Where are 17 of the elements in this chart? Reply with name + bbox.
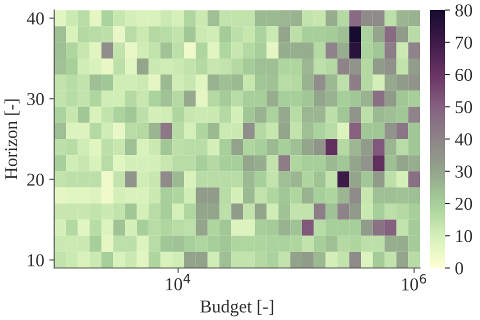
y-tick-label: 40 [26,12,44,25]
color-bar-label: 80 [455,4,472,17]
color-bar-label: 60 [455,68,472,81]
color-bar-label: 70 [456,36,472,49]
color-bar-label: 20 [455,198,472,210]
y-tick-label: 10 [28,254,44,266]
color-bar-label: 0 [455,262,464,274]
y-tick-label: 20 [27,174,44,186]
color-bar-label: 30 [456,166,472,178]
x-tick-label: 10$^{6}$ [402,274,426,291]
color-bar-label: 10 [456,230,472,242]
color-bar-label: 40 [455,133,472,146]
x-tick-label: 10$^{4}$ [166,274,190,290]
y-tick-label: 30 [27,92,44,106]
color-bar-label: 50 [456,101,472,114]
x-axis-title: Budget [-] [200,300,274,316]
y-axis-title: Horizon [-] [4,100,20,180]
